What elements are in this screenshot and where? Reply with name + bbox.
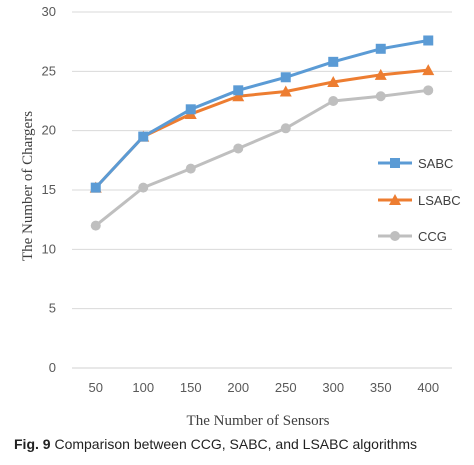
- series-line-lsabc: [94, 68, 429, 189]
- point-sabc: [375, 43, 386, 54]
- point-ccg: [328, 96, 339, 106]
- point-sabc: [280, 72, 291, 83]
- x-tick-labels: 50 100 150 200 250 300 350 400: [89, 380, 440, 395]
- point-ccg: [233, 143, 244, 154]
- point-lsabc: [232, 90, 245, 102]
- y-tick-label: 25: [42, 63, 56, 78]
- y-tick-labels: 0 5 10 15 20 25 30: [42, 4, 56, 375]
- point-lsabc: [422, 64, 435, 76]
- point-ccg: [375, 91, 386, 102]
- legend-label-lsabc: LSABC: [418, 193, 461, 208]
- legend-marker-sabc: [390, 158, 400, 168]
- legend-label-ccg: CCG: [418, 229, 447, 244]
- y-axis-title: The Number of Chargers: [20, 111, 36, 261]
- x-tick-label: 100: [132, 380, 154, 395]
- legend-label-sabc: SABC: [418, 156, 453, 171]
- x-tick-label: 50: [89, 380, 103, 395]
- figure-caption: Fig. 9 Comparison between CCG, SABC, and…: [14, 436, 469, 452]
- x-tick-label: 400: [417, 380, 439, 395]
- point-lsabc: [327, 76, 340, 88]
- series-lines: [89, 35, 435, 231]
- y-tick-label: 10: [42, 241, 56, 256]
- point-ccg: [423, 85, 434, 96]
- point-sabc: [185, 104, 196, 115]
- point-sabc: [328, 56, 339, 67]
- y-tick-label: 20: [42, 123, 56, 138]
- x-tick-label: 350: [370, 380, 392, 395]
- x-axis-title: The Number of Sensors: [187, 413, 330, 429]
- line-chart: 0 5 10 15 20 25 30 50 100 150 200 250 300 350 400 SAB…: [20, 4, 461, 429]
- y-tick-label: 30: [42, 4, 56, 19]
- legend-marker-lsabc: [389, 194, 401, 205]
- gridlines: [72, 11, 452, 369]
- legend-item-sabc: SABC: [378, 156, 453, 171]
- point-ccg: [90, 220, 101, 231]
- figure-label: Fig. 9: [14, 436, 51, 452]
- legend-marker-ccg: [390, 231, 400, 241]
- point-lsabc: [279, 85, 292, 97]
- y-tick-label: 0: [49, 360, 56, 375]
- y-tick-label: 15: [42, 182, 56, 197]
- legend-item-ccg: CCG: [378, 229, 447, 244]
- point-sabc: [138, 131, 149, 142]
- legend-item-lsabc: LSABC: [378, 193, 461, 208]
- figure-caption-text: Comparison between CCG, SABC, and LSABC …: [50, 436, 418, 452]
- series-ccg: [90, 85, 434, 231]
- y-tick-label: 5: [49, 301, 56, 316]
- legend: SABC LSABC CCG: [378, 156, 461, 244]
- point-sabc: [90, 182, 101, 193]
- x-tick-label: 250: [275, 380, 297, 395]
- point-ccg: [185, 163, 196, 174]
- point-ccg: [138, 182, 149, 193]
- series-sabc: [90, 35, 434, 193]
- x-tick-label: 200: [227, 380, 249, 395]
- x-tick-label: 300: [322, 380, 344, 395]
- point-lsabc: [374, 68, 387, 80]
- series-line-ccg: [94, 88, 429, 227]
- point-ccg: [280, 123, 291, 134]
- series-line-sabc: [94, 39, 429, 189]
- point-sabc: [233, 85, 244, 96]
- x-tick-label: 150: [180, 380, 202, 395]
- point-sabc: [423, 35, 434, 46]
